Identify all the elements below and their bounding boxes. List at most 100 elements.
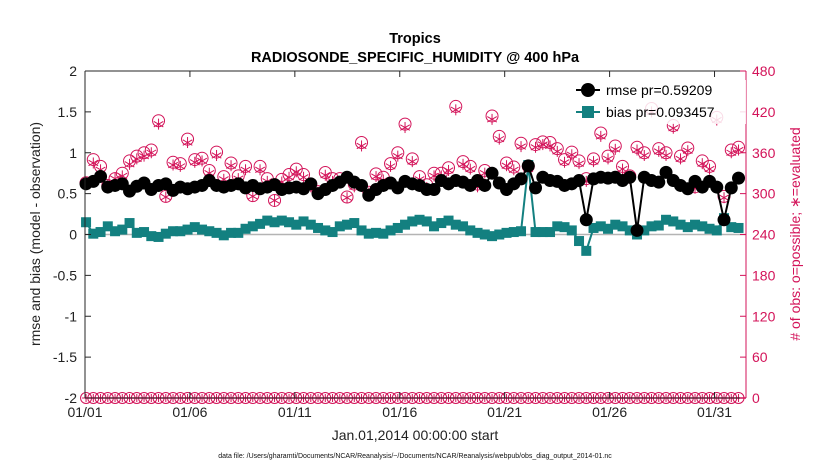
- obs-evaluated-point: [545, 140, 556, 152]
- bias-point: [711, 225, 722, 236]
- bias-point: [233, 227, 244, 238]
- obs-evaluated-point: [595, 130, 606, 142]
- bias-point: [218, 230, 229, 241]
- obs-evaluated-point: [719, 192, 730, 204]
- bias-point: [545, 227, 556, 238]
- legend-bias-label: bias pr=0.093457: [606, 104, 715, 120]
- obs-evaluated-point: [588, 156, 599, 168]
- bias-point: [581, 245, 592, 256]
- obs-evaluated-point: [240, 164, 251, 176]
- obs-evaluated-point: [668, 122, 679, 134]
- obs-evaluated-point: [450, 104, 461, 116]
- bias-point: [124, 218, 135, 229]
- obs-evaluated-point: [487, 113, 498, 125]
- bias-point: [661, 214, 672, 225]
- obs-evaluated-point: [356, 140, 367, 152]
- obs-evaluated-point: [675, 153, 686, 165]
- axes-layer: 01/01 01/06 01/11 01/16 01/21 01/26 01/31 -2 -1.…: [53, 63, 776, 420]
- bias-point: [508, 227, 519, 238]
- data-file-footnote: data file: /Users/gharamti/Documents/NCA…: [218, 453, 612, 460]
- obs-evaluated-point: [175, 160, 186, 172]
- obs-evaluated-point: [458, 158, 469, 170]
- bias-point: [102, 221, 113, 232]
- bias-point: [349, 218, 360, 229]
- bias-point: [617, 221, 628, 232]
- bias-point: [487, 231, 498, 242]
- bias-point: [559, 222, 570, 233]
- rmse-point: [724, 181, 738, 195]
- y-tick-label-left: -0.5: [53, 267, 77, 283]
- y-tick-label-left: 2: [69, 63, 77, 79]
- rmse-point: [579, 213, 593, 227]
- obs-evaluated-point: [697, 158, 708, 170]
- bias-point: [639, 225, 650, 236]
- bias-point: [385, 225, 396, 236]
- bias-point: [697, 221, 708, 232]
- y-tick-label-left: 0: [69, 227, 77, 243]
- bias-point: [682, 222, 693, 233]
- legend: rmse pr=0.59209 bias pr=0.093457: [568, 80, 746, 124]
- bias-point: [443, 215, 454, 226]
- legend-rmse-marker: [581, 83, 595, 97]
- bias-point: [436, 218, 447, 229]
- bias-point: [247, 221, 258, 232]
- bias-point: [494, 229, 505, 240]
- bias-point: [458, 221, 469, 232]
- bias-point: [182, 224, 193, 235]
- obs-evaluated-point: [559, 156, 570, 168]
- bias-point: [168, 226, 179, 237]
- rmse-point: [652, 175, 666, 189]
- bias-point: [131, 227, 142, 238]
- bias-point: [501, 227, 512, 238]
- bias-point: [407, 216, 418, 227]
- rmse-point: [427, 183, 441, 197]
- legend-bias-marker: [582, 106, 594, 118]
- obs-evaluated-point: [726, 147, 737, 159]
- bias-point: [284, 217, 295, 228]
- x-tick-label: 01/11: [278, 404, 312, 420]
- bias-point: [305, 219, 316, 230]
- rmse-point: [630, 223, 644, 237]
- bias-point: [516, 226, 527, 237]
- x-tick-label: 01/16: [382, 404, 417, 420]
- bias-point: [262, 215, 273, 226]
- bias-point: [175, 226, 186, 237]
- obs-evaluated-point: [269, 194, 280, 206]
- bias-point: [624, 225, 635, 236]
- bias-point: [566, 225, 577, 236]
- obs-evaluated-point: [610, 143, 621, 155]
- rmse-point: [485, 166, 499, 180]
- bias-point: [574, 236, 585, 247]
- bias-point: [95, 227, 106, 238]
- obs-evaluated-point: [661, 149, 672, 161]
- bias-point: [378, 228, 389, 239]
- legend-rmse-label: rmse pr=0.59209: [606, 82, 712, 98]
- rmse-point: [355, 178, 369, 192]
- bias-point: [211, 227, 222, 238]
- y-tick-label-right: 240: [752, 227, 776, 243]
- obs-evaluated-point: [508, 164, 519, 176]
- obs-evaluated-point: [284, 171, 295, 183]
- bias-point: [479, 229, 490, 240]
- bias-point: [690, 219, 701, 230]
- y-tick-label-right: 120: [752, 308, 776, 324]
- obs-evaluated-point: [182, 137, 193, 149]
- bias-point: [117, 224, 128, 235]
- bias-point: [226, 227, 237, 238]
- chart-subtitle: RADIOSONDE_SPECIFIC_HUMIDITY @ 400 hPa: [251, 50, 580, 66]
- y-tick-label-right: 360: [752, 145, 776, 161]
- bias-point: [610, 219, 621, 230]
- bias-point: [356, 225, 367, 236]
- obs-evaluated-point: [189, 156, 200, 168]
- obs-evaluated-point: [443, 164, 454, 176]
- obs-evaluated-point: [733, 144, 744, 156]
- bias-point: [204, 226, 215, 237]
- bias-point: [537, 227, 548, 238]
- bias-point: [603, 223, 614, 234]
- bias-point: [530, 227, 541, 238]
- bias-point: [653, 220, 664, 231]
- bias-point: [392, 222, 403, 233]
- rmse-point: [514, 172, 528, 186]
- bias-point: [371, 227, 382, 238]
